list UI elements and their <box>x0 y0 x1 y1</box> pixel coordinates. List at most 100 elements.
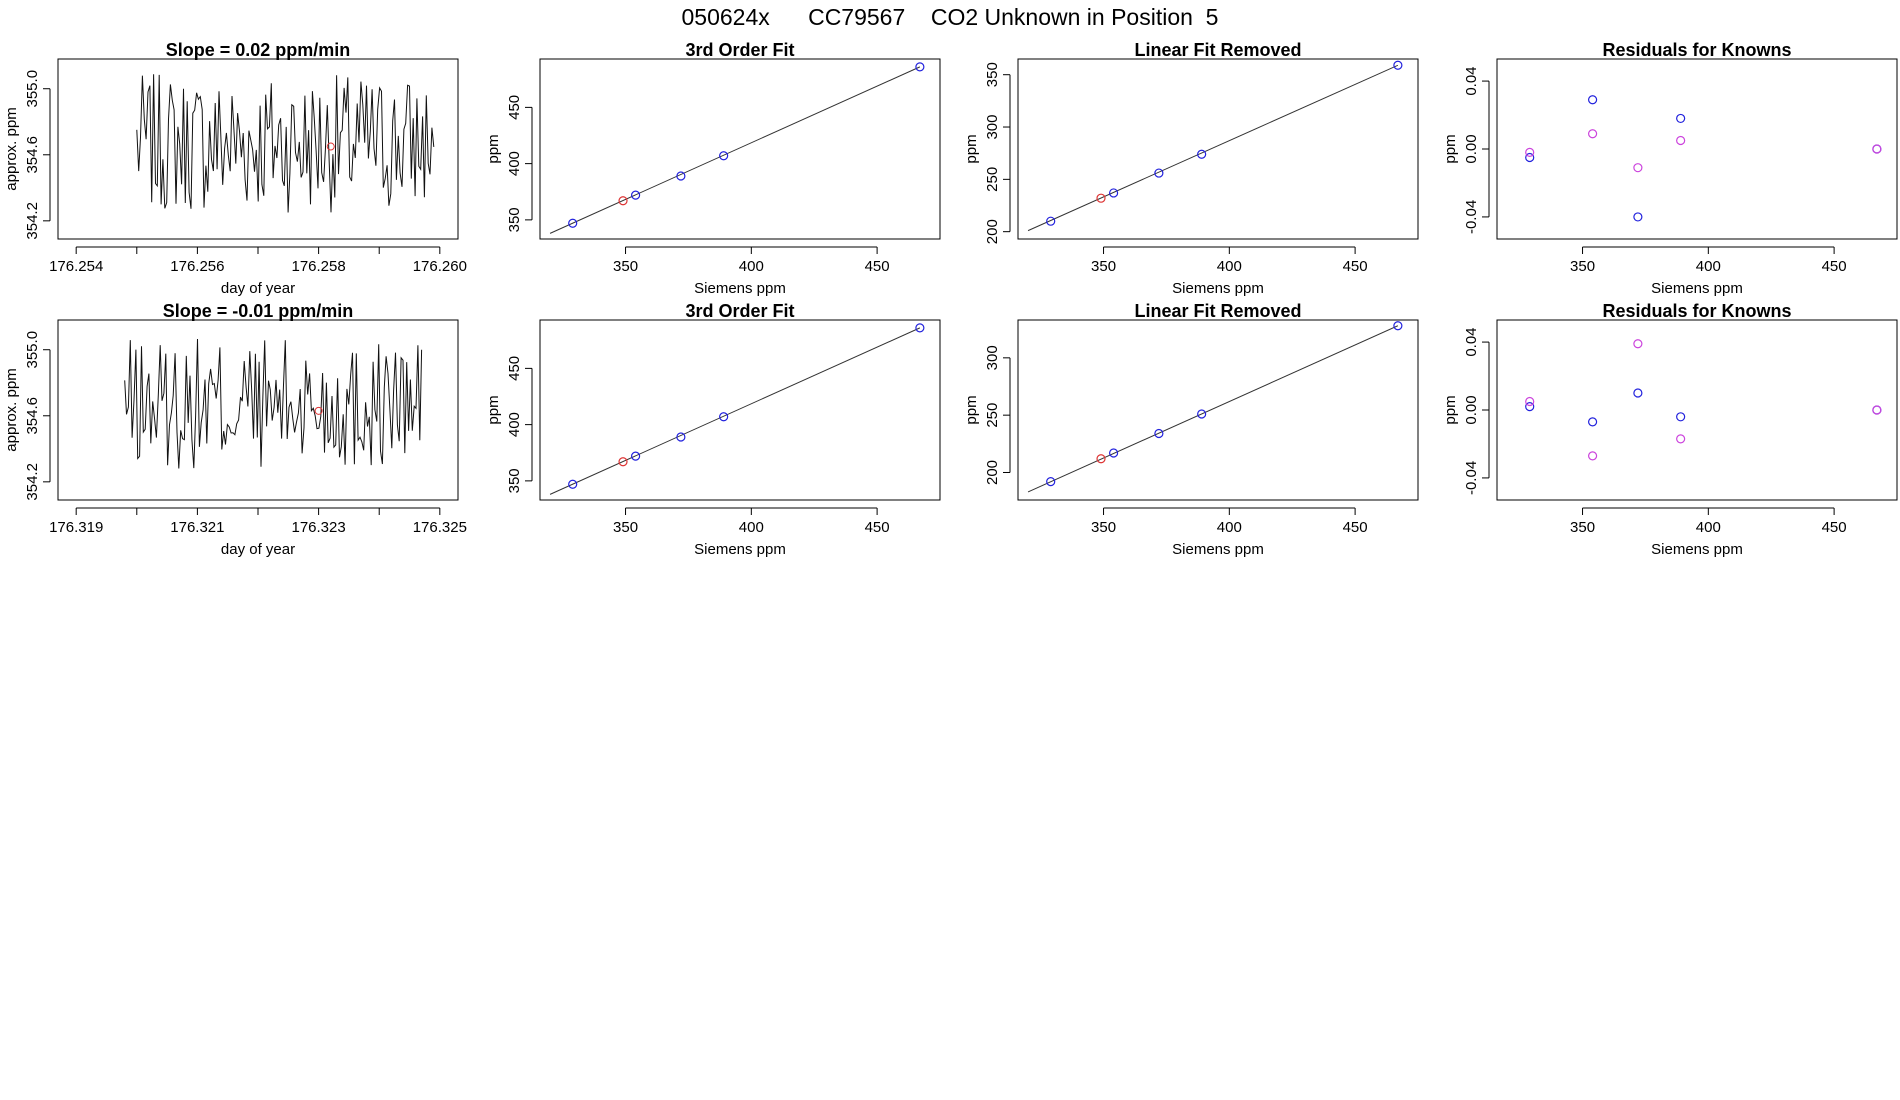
known-point <box>719 412 729 422</box>
known-point <box>1393 60 1403 70</box>
chart-panel-r2-fit: 3rd Order Fit 350 400 450 Siemens ppm 350 400 4… <box>485 301 941 558</box>
x-tick-label: 176.258 <box>291 258 345 275</box>
y-tick-label: 350 <box>984 62 1001 87</box>
chart-panel-r1-residuals: Residuals for Knowns 350 400 450 Siemens ppm… <box>1442 40 1898 297</box>
y-tick-label: 355.0 <box>24 70 41 108</box>
chart-title: Slope = 0.02 ppm/min <box>166 40 351 60</box>
x-tick-label: 176.256 <box>170 258 224 275</box>
residual-point-alt <box>1676 135 1686 146</box>
chart-title: 3rd Order Fit <box>685 301 794 321</box>
plot-frame <box>57 319 459 501</box>
plot-frame <box>1496 58 1898 240</box>
plot-area <box>549 62 925 234</box>
plot-area <box>1525 95 1882 222</box>
y-axis-label: ppm <box>963 134 980 163</box>
known-point <box>1154 428 1164 439</box>
residual-point-alt <box>1872 405 1882 415</box>
y-tick-label: -0.04 <box>1463 461 1480 495</box>
x-tick-label: 350 <box>613 258 638 275</box>
known-point <box>1197 409 1207 419</box>
y-tick-label: 250 <box>984 167 1001 192</box>
y-tick-label: 400 <box>506 151 523 176</box>
y-tick-label: 350 <box>506 468 523 493</box>
x-tick-label: 450 <box>1822 519 1847 536</box>
x-tick-label: 176.260 <box>413 258 467 275</box>
known-point <box>1197 149 1207 159</box>
x-tick-label: 450 <box>865 519 890 536</box>
x-tick-label: 350 <box>613 519 638 536</box>
residual-point-alt <box>1676 434 1686 444</box>
chart-title: Residuals for Knowns <box>1602 301 1791 321</box>
known-point <box>1154 168 1164 178</box>
fit-line <box>1027 325 1399 493</box>
y-tick-label: -0.04 <box>1463 200 1480 234</box>
x-tick-label: 450 <box>1343 258 1368 275</box>
chart-panel-r1-timeseries: Slope = 0.02 ppm/min 176.254 176.256 176.25… <box>3 40 467 297</box>
y-tick-label: 300 <box>984 115 1001 140</box>
page-title: 050624x CC79567 CO2 Unknown in Position … <box>681 4 1219 30</box>
x-axis-label: Siemens ppm <box>1172 280 1264 297</box>
timeseries-line <box>124 338 423 469</box>
known-point <box>676 171 686 181</box>
x-axis-label: Siemens ppm <box>1651 280 1743 297</box>
plot-area <box>1525 339 1882 461</box>
chart-panel-r1-linear: Linear Fit Removed 350 400 450 Siemens ppm 20… <box>963 40 1419 297</box>
plot-area <box>549 323 925 495</box>
plot-area <box>124 338 423 469</box>
residual-point-knowns <box>1525 152 1535 163</box>
y-tick-label: 450 <box>506 95 523 120</box>
x-axis-label: day of year <box>221 541 295 558</box>
known-point <box>915 62 925 72</box>
residual-point-alt <box>1525 396 1535 407</box>
y-axis-label: approx. ppm <box>3 368 20 451</box>
chart-title: Linear Fit Removed <box>1134 301 1301 321</box>
y-axis-label: approx. ppm <box>3 107 20 190</box>
y-tick-label: 354.6 <box>24 136 41 174</box>
y-tick-label: 0.04 <box>1463 66 1480 95</box>
y-tick-label: 200 <box>984 460 1001 485</box>
x-tick-label: 350 <box>1091 519 1116 536</box>
x-tick-label: 450 <box>1822 258 1847 275</box>
chart-panel-r2-residuals: Residuals for Knowns 350 400 450 Siemens ppm… <box>1442 301 1898 558</box>
chart-panel-r1-fit: 3rd Order Fit 350 400 450 Siemens ppm 350 400 4… <box>485 40 941 297</box>
residual-point-knowns <box>1525 402 1535 412</box>
residual-point-knowns <box>1676 113 1686 124</box>
residual-point-knowns <box>1676 412 1686 422</box>
x-tick-label: 450 <box>1343 519 1368 536</box>
known-point <box>630 451 641 461</box>
plot-frame <box>1496 319 1898 501</box>
x-tick-label: 176.323 <box>291 519 345 536</box>
plot-area <box>136 74 435 213</box>
y-tick-label: 354.6 <box>24 397 41 435</box>
x-tick-label: 450 <box>865 258 890 275</box>
x-tick-label: 176.325 <box>413 519 467 536</box>
chart-title: 3rd Order Fit <box>685 40 794 60</box>
x-tick-label: 350 <box>1091 258 1116 275</box>
plot-area <box>1027 321 1403 493</box>
x-axis-label: Siemens ppm <box>694 280 786 297</box>
unknown-mean-point <box>326 142 335 151</box>
known-point <box>1108 188 1119 198</box>
plot-frame <box>539 319 941 501</box>
unknown-point <box>618 196 628 206</box>
x-tick-label: 176.254 <box>49 258 103 275</box>
known-point <box>1393 321 1403 331</box>
residual-point-knowns <box>1633 212 1643 222</box>
known-point <box>719 151 729 161</box>
x-axis-label: Siemens ppm <box>1651 541 1743 558</box>
x-tick-label: 400 <box>1217 519 1242 536</box>
y-tick-label: 0.04 <box>1463 327 1480 356</box>
fit-line <box>549 66 921 234</box>
y-tick-label: 0.00 <box>1463 395 1480 424</box>
y-tick-label: 354.2 <box>24 202 41 240</box>
known-point <box>630 190 641 200</box>
x-axis-label: day of year <box>221 280 295 297</box>
plot-frame <box>1017 58 1419 240</box>
y-tick-label: 355.0 <box>24 331 41 369</box>
residual-point-alt <box>1587 451 1598 461</box>
chart-title: Slope = -0.01 ppm/min <box>163 301 354 321</box>
y-tick-label: 354.2 <box>24 463 41 501</box>
y-tick-label: 0.00 <box>1463 134 1480 163</box>
plot-frame <box>1017 319 1419 501</box>
